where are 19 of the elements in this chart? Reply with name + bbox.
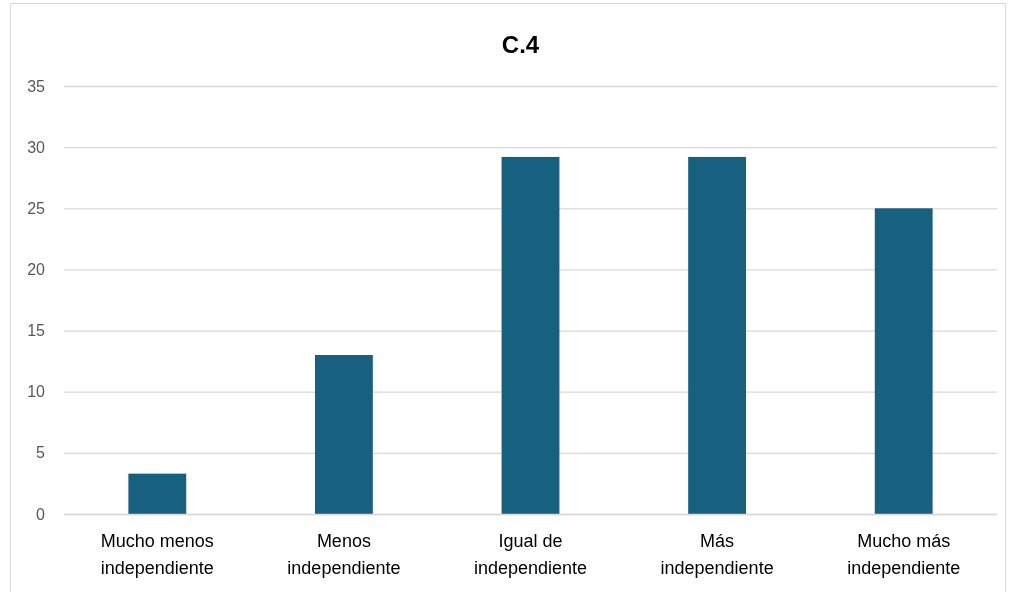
bar	[128, 473, 187, 514]
x-tick-label: Más independiente	[660, 531, 774, 578]
bar	[688, 156, 747, 514]
y-tick-label: 10	[27, 383, 46, 401]
chart-title: C.4	[501, 31, 540, 58]
x-tick-label: Igual de independiente	[473, 531, 588, 578]
y-tick-label: 5	[36, 444, 46, 462]
y-tick-label: 0	[36, 505, 46, 523]
y-tick-label: 15	[27, 322, 46, 340]
y-tick-label: 20	[27, 261, 46, 279]
y-tick-label: 25	[27, 199, 46, 217]
y-tick-label: 35	[27, 77, 46, 95]
x-tick-label: Menos independiente	[287, 531, 401, 578]
x-tick-label: Mucho más independiente	[847, 531, 961, 578]
bar	[314, 355, 373, 514]
bar	[501, 156, 560, 514]
x-tick-label: Mucho menos independiente	[100, 531, 214, 578]
y-tick-label: 30	[27, 138, 46, 156]
bar	[874, 208, 933, 514]
